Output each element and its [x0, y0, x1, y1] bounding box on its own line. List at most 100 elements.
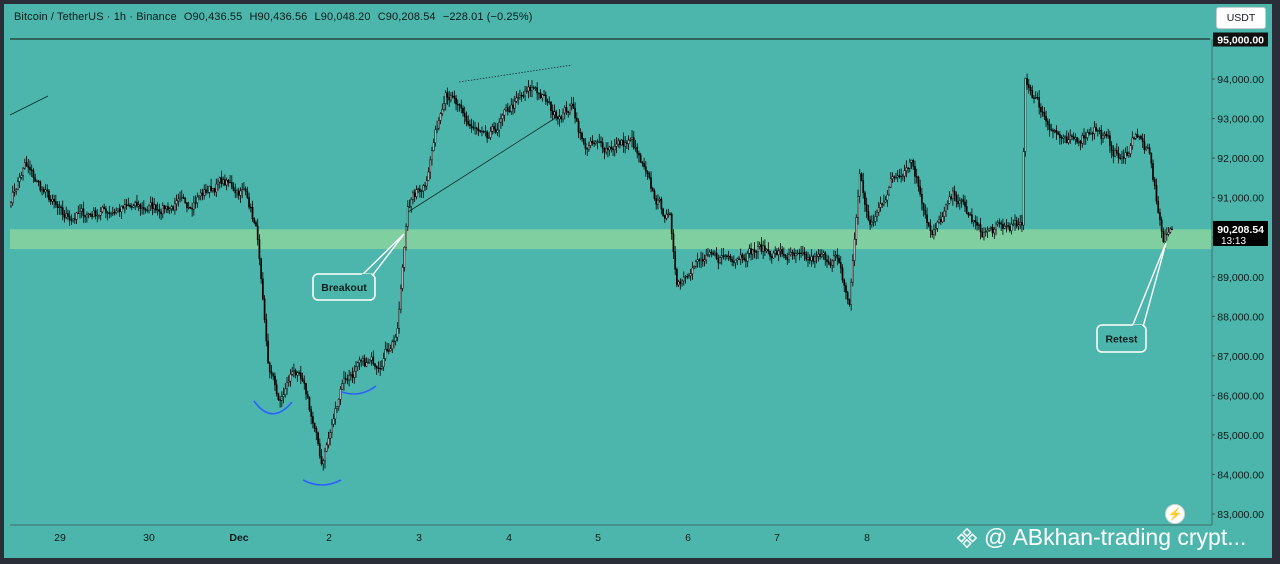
candle-down [660, 198, 663, 210]
candle-up [331, 423, 333, 433]
candle-up [80, 208, 83, 212]
candle-up [441, 109, 444, 114]
candle-up [734, 259, 737, 263]
candle-down [957, 200, 959, 204]
price-tick-label: 88,000.00 [1217, 311, 1264, 323]
candle-down [567, 111, 570, 114]
candle-up [1081, 135, 1084, 144]
candle-up [65, 213, 68, 218]
candle-up [620, 139, 623, 146]
candle-down [229, 181, 231, 184]
candle-up [570, 103, 573, 106]
candle-down [577, 120, 580, 133]
candle-up [1090, 132, 1092, 135]
lightning-icon[interactable]: ⚡ [1165, 504, 1185, 524]
candle-down [506, 107, 509, 112]
candle-up [941, 216, 944, 223]
candle-down [205, 189, 207, 193]
candle-up [296, 372, 299, 376]
candle-up [98, 215, 100, 217]
candle-up [972, 220, 975, 223]
price-tick-label: 85,000.00 [1217, 430, 1264, 442]
candle-down [965, 206, 968, 214]
candle-up [168, 208, 171, 211]
currency-button[interactable]: USDT [1216, 7, 1266, 29]
candle-up [120, 206, 123, 213]
candle-up [1102, 135, 1104, 139]
candle-up [394, 336, 397, 342]
candle-down [950, 196, 953, 199]
candle-up [327, 438, 330, 446]
candle-up [1164, 233, 1166, 243]
candle-down [1038, 97, 1041, 108]
candle-up [977, 224, 980, 226]
axes-layer: 95,000.00 94,000.00 93,000.00 92,000.00 91,0… [10, 32, 1268, 544]
candle-up [657, 199, 659, 205]
candle-down [70, 219, 73, 221]
candle-up [434, 129, 437, 143]
candle-down [922, 202, 925, 211]
candle-up [834, 254, 837, 257]
candle-down [315, 428, 318, 434]
candle-down [826, 259, 828, 262]
candle-down [839, 262, 842, 269]
candle-down [726, 255, 728, 258]
candle-down [160, 211, 162, 215]
candle-up [203, 189, 206, 196]
candle-up [1134, 134, 1137, 139]
candle-up [708, 251, 711, 255]
candle-up [684, 276, 687, 278]
candle-down [377, 367, 380, 369]
candle-down [191, 208, 193, 210]
candle-up [44, 189, 47, 193]
candle-down [1152, 163, 1154, 180]
candle-down [230, 182, 233, 188]
candle-down [1083, 135, 1085, 139]
callouts-layer: Breakout Retest [312, 233, 1167, 353]
candle-down [310, 409, 313, 417]
candle-down [60, 206, 62, 208]
candle-up [425, 180, 428, 187]
price-tick-label: 84,000.00 [1217, 469, 1264, 481]
candle-up [1167, 231, 1170, 235]
candle-down [55, 201, 57, 205]
price-tick-label: 95,000.00 [1217, 35, 1264, 47]
symbol-label[interactable]: Bitcoin / TetherUS · 1h · Binance [14, 11, 177, 23]
candle-down [651, 188, 654, 192]
candle-up [408, 206, 411, 208]
candle-up [23, 162, 26, 169]
candle-down [189, 206, 192, 209]
candle-up [180, 196, 183, 199]
candle-up [527, 86, 530, 92]
candle-down [845, 285, 847, 293]
candle-down [246, 190, 249, 198]
candle-up [1121, 156, 1123, 160]
candle-up [988, 228, 990, 231]
candle-down [644, 166, 647, 172]
candle-up [505, 107, 507, 111]
candle-down [805, 254, 808, 260]
candle-down [827, 261, 830, 264]
candle-up [1098, 129, 1101, 132]
candle-down [1000, 222, 1003, 225]
candle-down [248, 197, 250, 208]
candle-down [931, 230, 934, 235]
candle-down [798, 252, 801, 254]
retest-box [1096, 324, 1147, 353]
candle-down [581, 132, 583, 139]
candle-down [698, 259, 701, 261]
candle-up [87, 213, 90, 216]
candle-down [862, 180, 865, 194]
candle-up [22, 167, 24, 176]
candle-down [1043, 112, 1046, 117]
candle-up [79, 211, 81, 214]
candle-up [239, 190, 242, 196]
candle-down [981, 231, 984, 238]
candle-up [681, 280, 683, 284]
candle-down [1148, 147, 1151, 154]
candle-down [750, 248, 752, 255]
candle-up [187, 206, 190, 209]
candle-up [1169, 228, 1172, 233]
candle-up [436, 127, 438, 130]
